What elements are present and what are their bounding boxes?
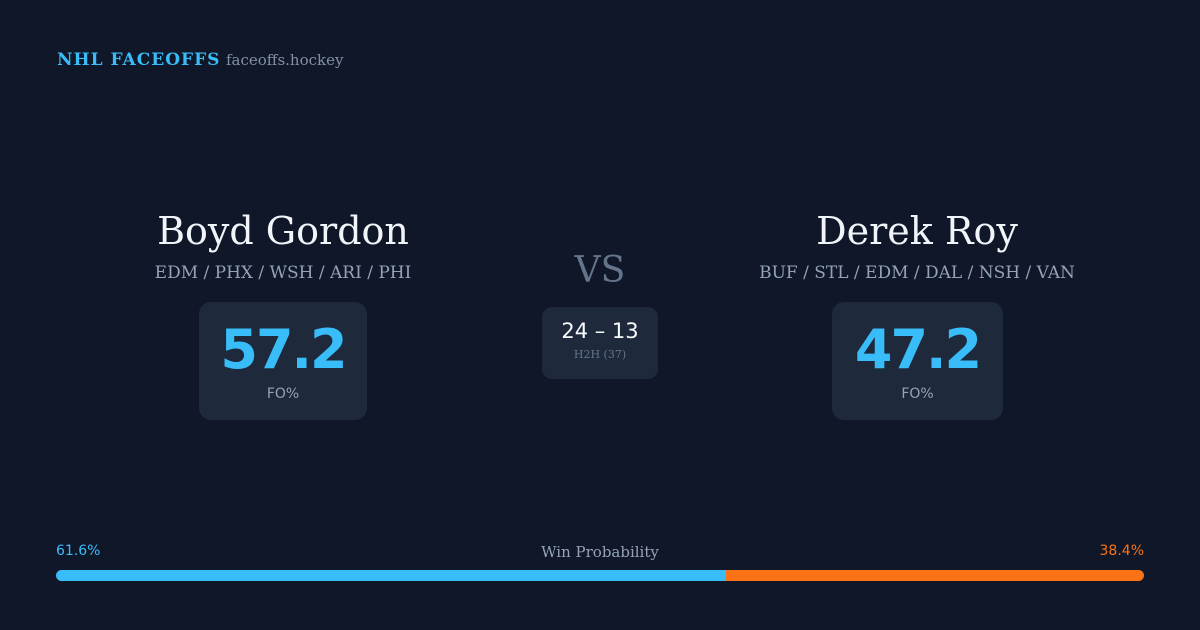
stat-box: 47.2 FO% — [832, 302, 1003, 420]
h2h-box: 24 – 13 H2H (37) — [542, 307, 658, 379]
player-left: Boyd Gordon EDM / PHX / WSH / ARI / PHI — [53, 205, 513, 283]
vs-label: VS — [574, 250, 626, 291]
stat-label: FO% — [901, 386, 934, 402]
player-teams: BUF / STL / EDM / DAL / NSH / VAN — [759, 263, 1075, 283]
player-teams: EDM / PHX / WSH / ARI / PHI — [154, 263, 412, 283]
stat-value: 57.2 — [220, 318, 347, 381]
brand: NHL FACEOFFS — [57, 50, 221, 70]
h2h-record: 24 – 13 — [561, 319, 639, 343]
player-right: Derek Roy BUF / STL / EDM / DAL / NSH / … — [687, 205, 1147, 283]
win-prob-bar — [56, 570, 1144, 581]
win-prob-right-segment — [726, 570, 1144, 581]
win-prob-right: 38.4% — [1099, 543, 1144, 559]
site-url: faceoffs.hockey — [226, 51, 344, 69]
win-prob-title: Win Probability — [541, 543, 659, 561]
win-prob-left: 61.6% — [56, 543, 101, 559]
stat-box: 57.2 FO% — [199, 302, 367, 420]
stat-value: 47.2 — [854, 318, 982, 381]
player-name: Derek Roy — [816, 209, 1018, 253]
stat-label: FO% — [266, 386, 300, 402]
win-prob-left-segment — [56, 570, 727, 581]
player-name: Boyd Gordon — [157, 209, 409, 253]
h2h-label: H2H (37) — [573, 348, 627, 361]
